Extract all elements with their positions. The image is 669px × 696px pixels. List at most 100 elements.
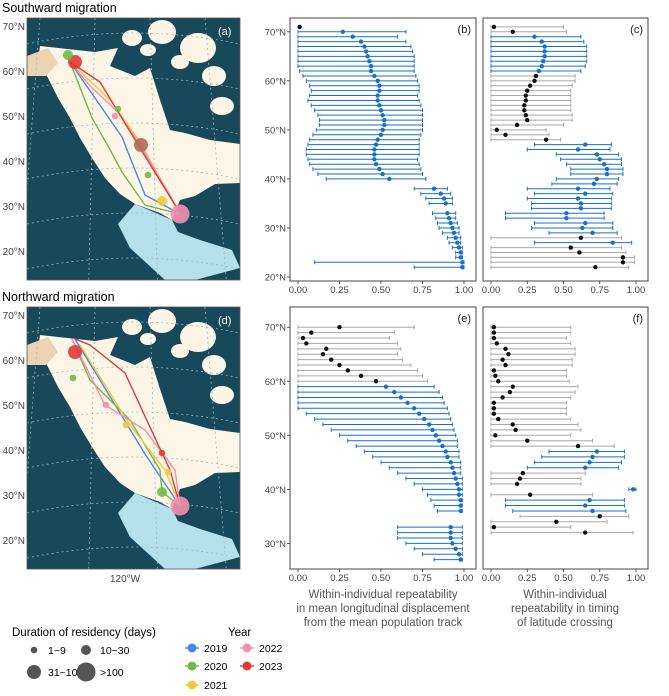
estimate-point <box>378 108 384 113</box>
estimate-point <box>340 29 346 35</box>
estimate-point <box>368 63 374 69</box>
estimate-point <box>372 147 377 152</box>
estimate-point <box>438 191 443 196</box>
estimate-point <box>387 176 392 182</box>
estimate-point <box>604 166 610 172</box>
stopover-point <box>69 374 77 382</box>
estimate-point <box>377 88 382 93</box>
estimate-point <box>456 487 462 492</box>
estimate-point <box>532 34 537 39</box>
estimate-point <box>575 443 581 449</box>
estimate-point <box>412 406 417 411</box>
estimate-point <box>601 162 607 167</box>
estimate-point <box>337 362 342 368</box>
estimate-point <box>593 264 598 270</box>
map-lat-label: 20°N <box>3 536 25 547</box>
estimate-point <box>448 220 453 226</box>
x-axis-title-timing: Within-individual <box>523 589 607 601</box>
estimate-point <box>493 433 498 438</box>
graticule-lat <box>27 77 240 90</box>
estimate-point <box>491 24 497 30</box>
estimate-point <box>517 476 523 481</box>
estimate-point <box>539 63 544 69</box>
map-lat-label: 50°N <box>3 112 25 123</box>
forest-panel-e: 0.00 0.25 0.50 0.75 1.00 30°N 40°N 50°N 60°N 70°N… <box>265 306 477 584</box>
estimate-point <box>604 171 610 177</box>
arctic-island <box>202 66 226 86</box>
estimate-point <box>506 352 511 357</box>
map-panel-d: 70°N 60°N 50°N 40°N 30°N 20°N 120°W <box>3 306 241 585</box>
y-tick-label: 20°N <box>265 273 286 284</box>
estimate-point <box>456 492 462 497</box>
estimate-point <box>372 73 377 79</box>
arctic-island <box>171 55 189 69</box>
estimate-point <box>450 541 455 546</box>
neighbor-land <box>27 337 58 365</box>
panel-frame <box>289 306 477 570</box>
panel-label-b: (b) <box>458 24 471 36</box>
legend-size-title: Duration of residency (days) <box>12 627 156 639</box>
estimate-point <box>441 196 447 201</box>
graticule-lat <box>27 546 240 559</box>
estimate-point <box>372 152 377 157</box>
estimate-point <box>564 211 569 216</box>
map-layers <box>27 307 240 569</box>
estimate-point <box>578 206 584 211</box>
estimate-point <box>337 325 342 330</box>
estimate-point <box>358 373 364 379</box>
track-2020 <box>69 61 181 215</box>
estimate-point <box>587 460 592 465</box>
estimate-point <box>451 230 457 236</box>
estimate-point <box>523 98 528 103</box>
x-tick-label: 1.00 <box>455 573 474 584</box>
estimate-point <box>375 93 380 98</box>
graticule-lat <box>27 32 240 45</box>
estimate-point <box>503 346 508 352</box>
northward-title: Northward migration <box>2 290 115 304</box>
estimate-point <box>368 68 374 74</box>
estimate-point <box>373 162 379 167</box>
x-tick-label: 1.00 <box>455 285 474 296</box>
estimate-point <box>542 49 547 54</box>
estimate-point <box>363 49 369 54</box>
graticule-lat <box>27 212 240 225</box>
x-tick-label: 0.00 <box>289 573 308 584</box>
estimate-point <box>380 112 385 118</box>
legend-size-label: >100 <box>100 667 124 679</box>
estimate-point <box>591 181 597 187</box>
estimate-point <box>448 535 453 541</box>
estimate-point <box>440 443 445 449</box>
y-tick-label: 40°N <box>265 174 286 185</box>
estimate-point <box>523 112 528 118</box>
winter-range <box>118 493 240 569</box>
legend-size-label: 10~30 <box>100 645 130 657</box>
estimate-point <box>491 368 497 373</box>
panel-label-c: (c) <box>630 24 643 36</box>
estimate-point <box>520 470 526 476</box>
estimate-point <box>458 557 463 562</box>
x-axis-title-longitudinal: Within-individual repeatability <box>309 589 458 601</box>
y-tick-label: 50°N <box>265 431 286 442</box>
estimate-point <box>380 127 385 133</box>
legend-year-label: 2023 <box>259 661 283 673</box>
estimate-point <box>587 497 592 503</box>
x-tick-label: 0.75 <box>413 573 432 584</box>
x-tick-label: 0.50 <box>554 573 573 584</box>
forest-panel-c: 0.00 0.25 0.50 0.75 1.00 (c) <box>482 17 649 296</box>
estimate-point <box>583 220 588 226</box>
estimate-point <box>456 551 462 557</box>
estimate-point <box>491 325 497 330</box>
southward-title: Southward migration <box>2 1 117 15</box>
estimate-point <box>304 341 309 346</box>
estimate-point <box>523 93 528 98</box>
estimate-point <box>583 465 588 470</box>
estimate-point <box>443 201 448 206</box>
stopover-point <box>63 50 73 60</box>
graticule-lat <box>27 411 240 424</box>
estimate-point <box>297 24 302 30</box>
estimate-point <box>494 341 499 346</box>
estimate-point <box>542 54 547 59</box>
x-tick-label: 0.00 <box>482 285 501 296</box>
arctic-island <box>148 309 176 333</box>
x-axis-title-timing: of latitude crossing <box>517 617 613 629</box>
